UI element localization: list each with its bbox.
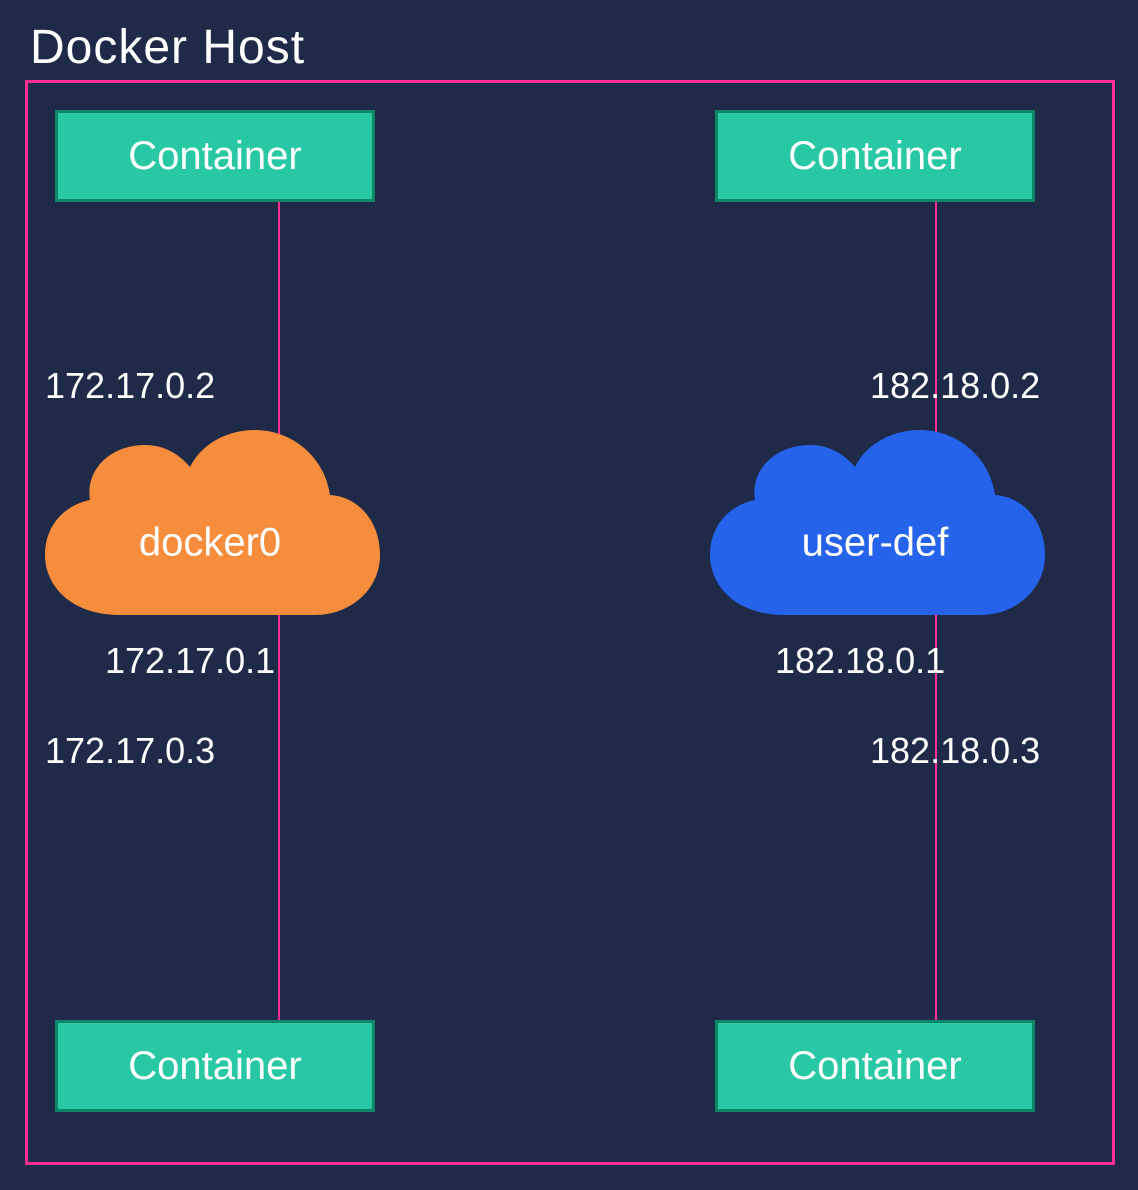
ip-label-bottom-1: 182.18.0.3: [870, 730, 1040, 772]
cloud-label-1: user-def: [802, 520, 949, 565]
container-label: Container: [788, 1044, 961, 1089]
ip-label-gateway-1: 182.18.0.1: [775, 640, 945, 682]
container-box-top-1: Container: [715, 110, 1035, 202]
container-label: Container: [788, 134, 961, 179]
container-box-bottom-0: Container: [55, 1020, 375, 1112]
cloud-label-0: docker0: [139, 520, 281, 565]
container-box-top-0: Container: [55, 110, 375, 202]
container-box-bottom-1: Container: [715, 1020, 1035, 1112]
ip-label-top-1: 182.18.0.2: [870, 365, 1040, 407]
cloud-network-1: user-def: [695, 415, 1055, 635]
container-label: Container: [128, 1044, 301, 1089]
container-label: Container: [128, 134, 301, 179]
edge-line-bottom-0: [278, 600, 280, 1020]
diagram-title: Docker Host: [30, 20, 305, 75]
ip-label-top-0: 172.17.0.2: [45, 365, 215, 407]
ip-label-bottom-0: 172.17.0.3: [45, 730, 215, 772]
ip-label-gateway-0: 172.17.0.1: [105, 640, 275, 682]
cloud-network-0: docker0: [30, 415, 390, 635]
